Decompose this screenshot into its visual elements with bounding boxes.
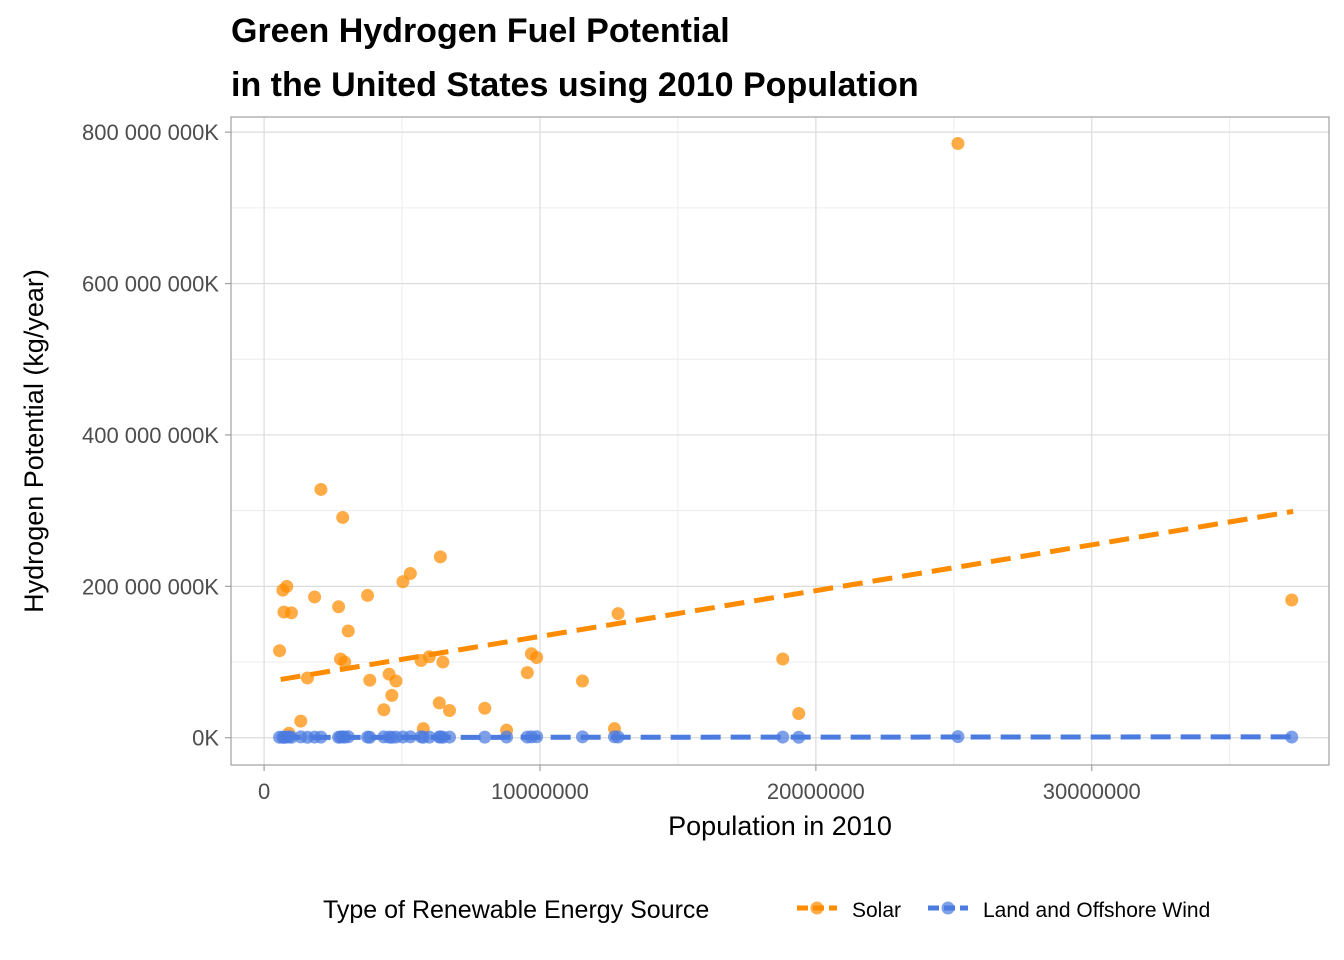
solar-point (332, 600, 346, 614)
y-tick-label: 800 000 000K (82, 120, 219, 145)
y-tick-label: 600 000 000K (82, 272, 219, 297)
solar-point (273, 644, 287, 658)
plot-panel-border (230, 116, 1330, 766)
wind-point (1285, 730, 1299, 744)
solar-point (280, 579, 294, 593)
solar-point (776, 652, 790, 666)
solar-point (284, 606, 298, 620)
solar-point (363, 673, 377, 687)
solar-point (403, 566, 417, 580)
wind-point (363, 730, 377, 744)
wind-point (478, 730, 492, 744)
legend: Type of Renewable Energy Source Solar La… (323, 896, 1210, 924)
solar-point (338, 655, 352, 669)
wind-point (776, 730, 790, 744)
solar-point (530, 651, 544, 665)
x-axis-title: Population in 2010 (668, 811, 892, 841)
wind-point (422, 730, 436, 744)
solar-trend-line (280, 508, 1294, 682)
solar-point (478, 701, 492, 715)
y-tick-label: 0K (192, 726, 219, 751)
legend-key-point-wind (941, 901, 955, 915)
solar-point (389, 674, 403, 688)
legend-label-solar: Solar (852, 899, 901, 922)
y-axis-title: Hydrogen Potential (kg/year) (19, 269, 49, 613)
x-tick-label: 0 (258, 779, 270, 804)
solar-point (951, 136, 965, 150)
x-axis-ticks: 0 10000000 20000000 30000000 (258, 765, 1141, 804)
chart-subtitle: in the United States using 2010 Populati… (231, 66, 919, 104)
solar-point (341, 624, 355, 638)
solar-point (611, 607, 625, 621)
solar-point (314, 482, 328, 496)
solar-point (432, 696, 446, 710)
wind-trend-line (280, 734, 1294, 740)
solar-point (396, 575, 410, 589)
minor-gridlines (231, 117, 1329, 765)
solar-point (336, 510, 350, 524)
x-tick-label: 30000000 (1043, 779, 1141, 804)
solar-point (294, 714, 308, 728)
solar-point (1285, 593, 1299, 607)
solar-point (433, 550, 447, 564)
y-tick-label: 400 000 000K (82, 423, 219, 448)
legend-label-wind: Land and Offshore Wind (983, 899, 1210, 922)
y-tick-label: 200 000 000K (82, 574, 219, 599)
legend-key-point-solar (810, 901, 824, 915)
legend-title: Type of Renewable Energy Source (323, 896, 709, 924)
solar-point (377, 703, 391, 717)
trend-lines (280, 508, 1294, 740)
x-tick-label: 20000000 (767, 779, 865, 804)
chart-title: Green Hydrogen Fuel Potential (231, 12, 730, 50)
solar-point (520, 666, 534, 680)
solar-point (385, 688, 399, 702)
legend-keys (797, 901, 968, 915)
solar-point (361, 588, 375, 602)
solar-point (436, 655, 450, 669)
major-gridlines (231, 117, 1329, 765)
solar-point (442, 703, 456, 717)
x-tick-label: 10000000 (491, 779, 589, 804)
solar-point (792, 707, 806, 721)
y-axis-ticks: 0K 200 000 000K 400 000 000K 600 000 000K 80… (82, 120, 231, 751)
solar-point (575, 674, 589, 688)
solar-point (308, 590, 322, 604)
data-points (273, 136, 1299, 744)
